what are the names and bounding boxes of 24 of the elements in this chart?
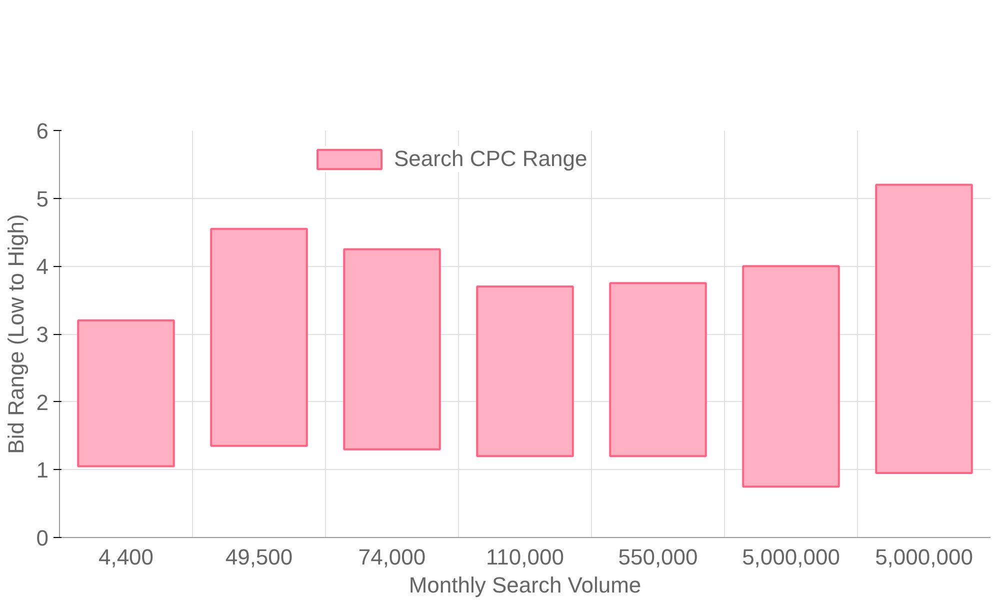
bar	[875, 184, 973, 474]
y-tick-label: 0	[36, 526, 49, 550]
x-axis-title: Monthly Search Volume	[408, 572, 642, 598]
x-tick-label: 49,500	[225, 544, 293, 570]
x-tick-label: 74,000	[358, 544, 426, 570]
y-tick-label: 6	[36, 118, 49, 144]
bar	[742, 265, 840, 488]
x-tick-label: 5,000,000	[742, 544, 840, 570]
x-tick-label: 4,400	[98, 544, 154, 570]
bar	[609, 282, 707, 458]
x-tick-label: 5,000,000	[875, 544, 973, 570]
y-tick-label: 4	[36, 254, 49, 280]
y-axis-title: Bid Range (Low to High)	[3, 214, 28, 454]
bar	[476, 286, 574, 458]
x-tick-label: 550,000	[618, 544, 698, 570]
y-tick-label: 1	[36, 458, 49, 483]
bar	[210, 228, 308, 447]
y-tick-label: 5	[36, 186, 49, 212]
legend-label: Search CPC Range	[394, 146, 588, 172]
x-tick-label: 110,000	[486, 544, 564, 570]
y-tick-label: 3	[36, 322, 49, 347]
bar	[77, 319, 175, 468]
y-tick-label: 2	[36, 390, 49, 415]
bar	[343, 248, 441, 450]
